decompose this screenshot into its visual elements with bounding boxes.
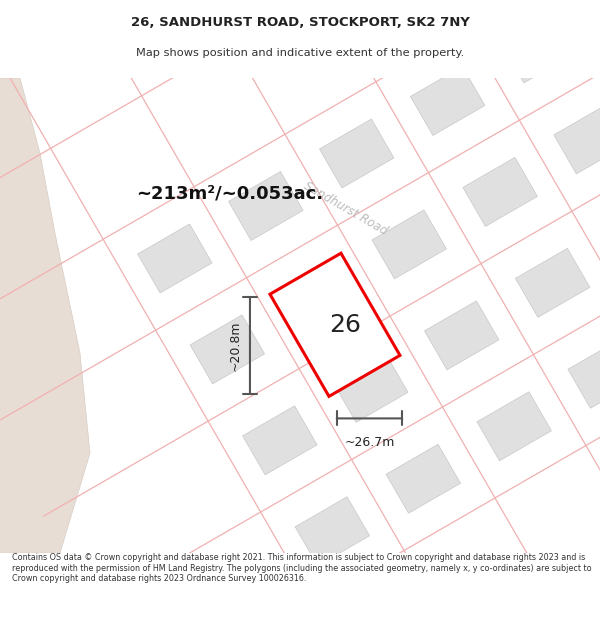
Polygon shape [502, 14, 576, 83]
Polygon shape [372, 210, 446, 279]
Polygon shape [270, 253, 400, 396]
Polygon shape [319, 119, 394, 188]
Polygon shape [554, 105, 600, 174]
Text: Sandhurst Road: Sandhurst Road [301, 179, 389, 238]
Text: 26: 26 [329, 312, 361, 337]
Polygon shape [137, 224, 212, 293]
Polygon shape [281, 262, 356, 331]
Text: Map shows position and indicative extent of the property.: Map shows position and indicative extent… [136, 48, 464, 58]
Polygon shape [568, 339, 600, 408]
Text: ~26.7m: ~26.7m [344, 436, 395, 449]
Polygon shape [386, 444, 461, 513]
Polygon shape [242, 406, 317, 475]
Polygon shape [515, 248, 590, 318]
Text: 26, SANDHURST ROAD, STOCKPORT, SK2 7NY: 26, SANDHURST ROAD, STOCKPORT, SK2 7NY [131, 16, 469, 29]
Polygon shape [229, 171, 303, 241]
Text: ~213m²/~0.053ac.: ~213m²/~0.053ac. [136, 184, 323, 202]
Polygon shape [334, 353, 408, 422]
Polygon shape [410, 66, 485, 136]
Polygon shape [0, 78, 90, 553]
Polygon shape [424, 301, 499, 370]
Text: ~20.8m: ~20.8m [229, 320, 242, 371]
Polygon shape [463, 158, 538, 226]
Text: Sandhurst
Road: Sandhurst Road [596, 289, 600, 336]
Text: Contains OS data © Crown copyright and database right 2021. This information is : Contains OS data © Crown copyright and d… [12, 553, 592, 583]
Polygon shape [295, 497, 370, 566]
Polygon shape [190, 315, 265, 384]
Polygon shape [477, 392, 551, 461]
